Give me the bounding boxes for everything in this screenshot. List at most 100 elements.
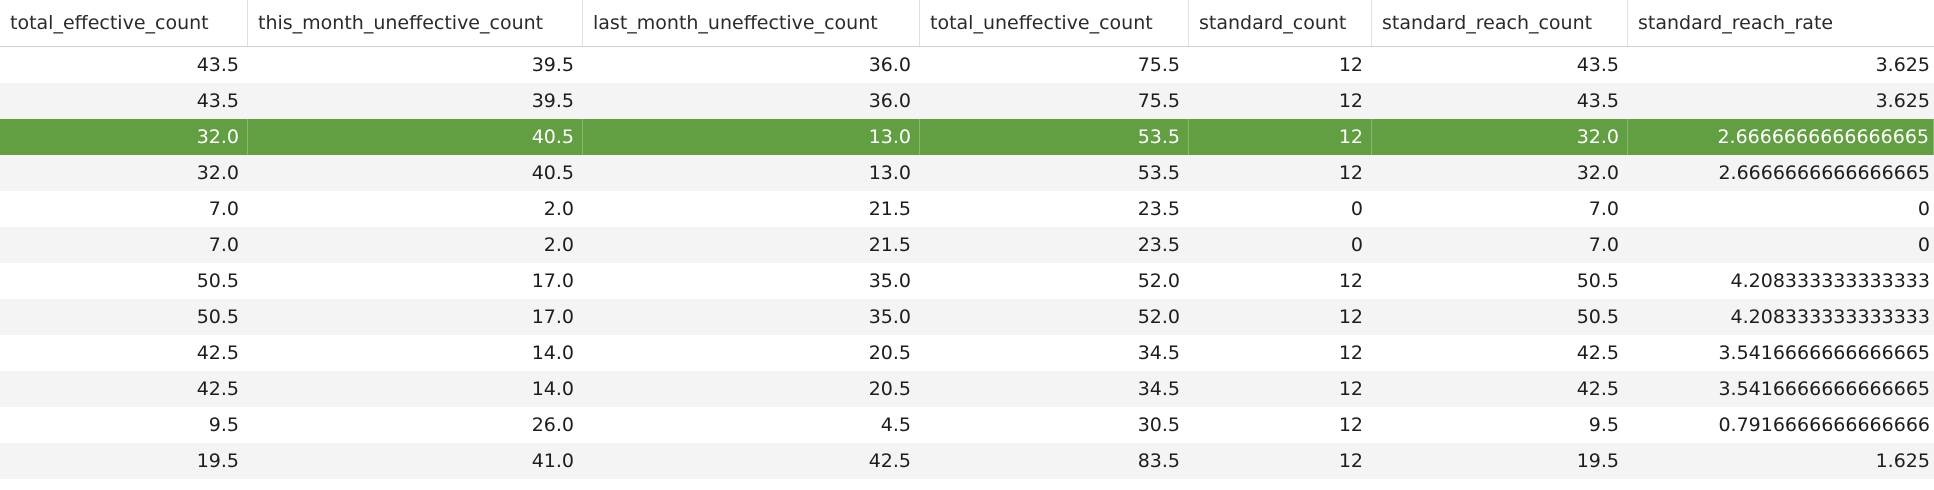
cell-this-month-uneffective-count[interactable]: 2.0: [543, 198, 574, 220]
table-row[interactable]: 43.5 39.5 36.0 75.5 12 43.5 3.625: [0, 83, 1934, 119]
cell-standard-reach-count[interactable]: 43.5: [1576, 90, 1619, 112]
cell-standard-reach-rate[interactable]: 3.5416666666666665: [1718, 342, 1930, 364]
cell-last-month-uneffective-count[interactable]: 35.0: [868, 270, 911, 292]
cell-standard-reach-rate[interactable]: 0.7916666666666666: [1718, 414, 1930, 436]
cell-standard-count[interactable]: 0: [1350, 198, 1363, 220]
cell-standard-count[interactable]: 12: [1338, 162, 1363, 184]
cell-this-month-uneffective-count[interactable]: 39.5: [531, 54, 574, 76]
cell-standard-reach-count[interactable]: 50.5: [1576, 306, 1619, 328]
cell-standard-reach-count[interactable]: 32.0: [1576, 162, 1619, 184]
cell-last-month-uneffective-count[interactable]: 4.5: [880, 414, 911, 436]
cell-this-month-uneffective-count[interactable]: 2.0: [543, 234, 574, 256]
table-row[interactable]: 43.5 39.5 36.0 75.5 12 43.5 3.625: [0, 47, 1934, 83]
cell-total-effective-count[interactable]: 19.5: [196, 450, 239, 472]
cell-total-uneffective-count[interactable]: 23.5: [1137, 234, 1180, 256]
cell-total-uneffective-count[interactable]: 83.5: [1137, 450, 1180, 472]
cell-last-month-uneffective-count[interactable]: 36.0: [868, 54, 911, 76]
cell-standard-reach-count[interactable]: 43.5: [1576, 54, 1619, 76]
cell-standard-reach-count[interactable]: 7.0: [1588, 234, 1619, 256]
cell-standard-count[interactable]: 12: [1338, 450, 1363, 472]
cell-total-effective-count[interactable]: 43.5: [196, 90, 239, 112]
cell-last-month-uneffective-count[interactable]: 35.0: [868, 306, 911, 328]
table-row[interactable]: 50.5 17.0 35.0 52.0 12 50.5 4.208333333333333: [0, 263, 1934, 299]
cell-standard-reach-rate[interactable]: 2.6666666666666665: [1628, 119, 1934, 155]
column-header-standard-reach-count[interactable]: standard_reach_count: [1372, 0, 1628, 46]
cell-standard-reach-rate[interactable]: 1.625: [1875, 450, 1930, 472]
cell-total-effective-count[interactable]: 42.5: [196, 342, 239, 364]
column-header-standard-count[interactable]: standard_count: [1189, 0, 1372, 46]
cell-standard-reach-rate[interactable]: 3.625: [1875, 90, 1930, 112]
cell-standard-count[interactable]: 12: [1189, 119, 1372, 155]
cell-total-uneffective-count[interactable]: 30.5: [1137, 414, 1180, 436]
cell-standard-reach-rate[interactable]: 2.6666666666666665: [1718, 162, 1930, 184]
cell-total-uneffective-count[interactable]: 75.5: [1137, 54, 1180, 76]
table-row[interactable]: 50.5 17.0 35.0 52.0 12 50.5 4.208333333333333: [0, 299, 1934, 335]
cell-total-effective-count[interactable]: 32.0: [0, 119, 248, 155]
cell-standard-count[interactable]: 0: [1350, 234, 1363, 256]
cell-standard-reach-count[interactable]: 42.5: [1576, 378, 1619, 400]
cell-last-month-uneffective-count[interactable]: 36.0: [868, 90, 911, 112]
cell-standard-reach-rate[interactable]: 0: [1917, 198, 1930, 220]
cell-standard-count[interactable]: 12: [1338, 342, 1363, 364]
column-header-total-uneffective-count[interactable]: total_uneffective_count: [920, 0, 1189, 46]
column-header-total-effective-count[interactable]: total_effective_count: [0, 0, 248, 46]
column-header-this-month-uneffective-count[interactable]: this_month_uneffective_count: [248, 0, 583, 46]
table-row[interactable]: 19.5 41.0 42.5 83.5 12 19.5 1.625: [0, 443, 1934, 479]
cell-this-month-uneffective-count[interactable]: 39.5: [531, 90, 574, 112]
cell-standard-reach-count[interactable]: 19.5: [1576, 450, 1619, 472]
cell-total-effective-count[interactable]: 7.0: [208, 234, 239, 256]
cell-standard-reach-rate[interactable]: 3.5416666666666665: [1718, 378, 1930, 400]
column-header-standard-reach-rate[interactable]: standard_reach_rate: [1638, 12, 1834, 34]
cell-total-effective-count[interactable]: 9.5: [208, 414, 239, 436]
cell-last-month-uneffective-count[interactable]: 42.5: [868, 450, 911, 472]
table-row[interactable]: 42.5 14.0 20.5 34.5 12 42.5 3.5416666666666665: [0, 371, 1934, 407]
cell-standard-count[interactable]: 12: [1338, 90, 1363, 112]
table-row-selected[interactable]: 32.0 40.5 13.0 53.5 12 32.0 2.6666666666666665: [0, 119, 1934, 155]
cell-total-effective-count[interactable]: 43.5: [196, 54, 239, 76]
cell-total-uneffective-count[interactable]: 34.5: [1137, 342, 1180, 364]
cell-standard-reach-count[interactable]: 42.5: [1576, 342, 1619, 364]
cell-last-month-uneffective-count[interactable]: 20.5: [868, 378, 911, 400]
cell-standard-count[interactable]: 12: [1338, 306, 1363, 328]
cell-this-month-uneffective-count[interactable]: 14.0: [531, 342, 574, 364]
cell-this-month-uneffective-count[interactable]: 26.0: [531, 414, 574, 436]
cell-standard-reach-rate[interactable]: 3.625: [1875, 54, 1930, 76]
cell-total-effective-count[interactable]: 50.5: [196, 270, 239, 292]
table-row[interactable]: 32.0 40.5 13.0 53.5 12 32.0 2.6666666666666665: [0, 155, 1934, 191]
cell-this-month-uneffective-count[interactable]: 17.0: [531, 270, 574, 292]
cell-total-uneffective-count[interactable]: 34.5: [1137, 378, 1180, 400]
cell-total-effective-count[interactable]: 42.5: [196, 378, 239, 400]
cell-total-effective-count[interactable]: 50.5: [196, 306, 239, 328]
cell-standard-reach-rate[interactable]: 4.208333333333333: [1730, 306, 1930, 328]
cell-this-month-uneffective-count[interactable]: 40.5: [248, 119, 583, 155]
cell-standard-reach-count[interactable]: 50.5: [1576, 270, 1619, 292]
cell-standard-reach-rate[interactable]: 4.208333333333333: [1730, 270, 1930, 292]
cell-total-uneffective-count[interactable]: 53.5: [920, 119, 1189, 155]
cell-total-uneffective-count[interactable]: 23.5: [1137, 198, 1180, 220]
cell-standard-count[interactable]: 12: [1338, 414, 1363, 436]
cell-last-month-uneffective-count[interactable]: 21.5: [868, 198, 911, 220]
cell-total-effective-count[interactable]: 7.0: [208, 198, 239, 220]
cell-this-month-uneffective-count[interactable]: 17.0: [531, 306, 574, 328]
cell-total-effective-count[interactable]: 32.0: [196, 162, 239, 184]
cell-standard-reach-rate[interactable]: 0: [1917, 234, 1930, 256]
table-row[interactable]: 7.0 2.0 21.5 23.5 0 7.0 0: [0, 191, 1934, 227]
cell-total-uneffective-count[interactable]: 52.0: [1137, 270, 1180, 292]
cell-this-month-uneffective-count[interactable]: 14.0: [531, 378, 574, 400]
cell-total-uneffective-count[interactable]: 75.5: [1137, 90, 1180, 112]
cell-total-uneffective-count[interactable]: 53.5: [1137, 162, 1180, 184]
cell-total-uneffective-count[interactable]: 52.0: [1137, 306, 1180, 328]
cell-standard-reach-count[interactable]: 7.0: [1588, 198, 1619, 220]
cell-this-month-uneffective-count[interactable]: 40.5: [531, 162, 574, 184]
cell-standard-reach-count[interactable]: 32.0: [1372, 119, 1628, 155]
cell-last-month-uneffective-count[interactable]: 13.0: [583, 119, 920, 155]
table-row[interactable]: 7.0 2.0 21.5 23.5 0 7.0 0: [0, 227, 1934, 263]
cell-last-month-uneffective-count[interactable]: 20.5: [868, 342, 911, 364]
cell-last-month-uneffective-count[interactable]: 13.0: [868, 162, 911, 184]
cell-standard-count[interactable]: 12: [1338, 54, 1363, 76]
table-row[interactable]: 42.5 14.0 20.5 34.5 12 42.5 3.5416666666666665: [0, 335, 1934, 371]
column-header-last-month-uneffective-count[interactable]: last_month_uneffective_count: [583, 0, 920, 46]
cell-this-month-uneffective-count[interactable]: 41.0: [531, 450, 574, 472]
cell-standard-count[interactable]: 12: [1338, 378, 1363, 400]
cell-last-month-uneffective-count[interactable]: 21.5: [868, 234, 911, 256]
